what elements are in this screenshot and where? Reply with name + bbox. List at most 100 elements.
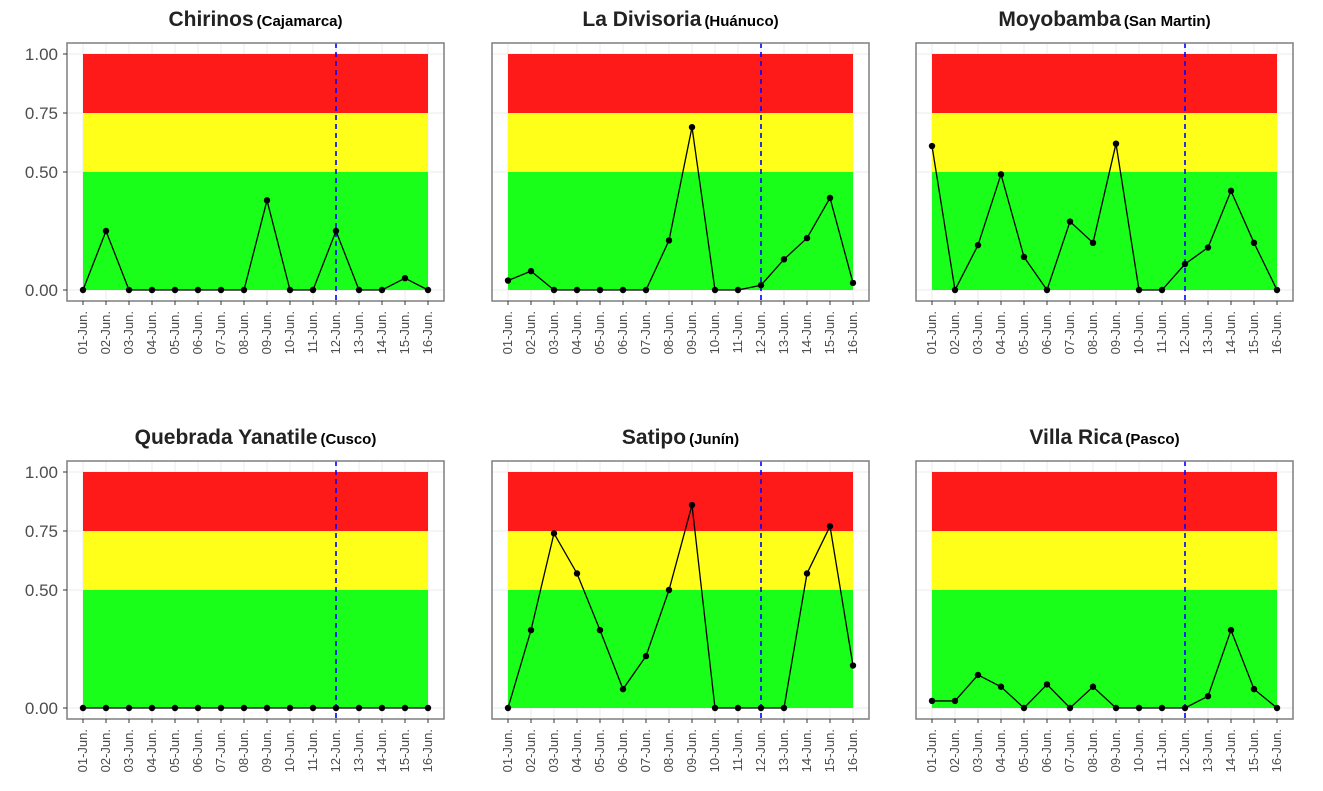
x-tick-label: 05-Jun. bbox=[592, 729, 607, 772]
data-point bbox=[504, 704, 512, 712]
data-point bbox=[665, 586, 673, 594]
x-tick-label: 15-Jun. bbox=[822, 311, 837, 354]
data-point bbox=[148, 286, 156, 294]
data-point bbox=[401, 704, 409, 712]
data-point bbox=[148, 704, 156, 712]
data-point bbox=[711, 286, 719, 294]
x-tick-label: 12-Jun. bbox=[328, 729, 343, 772]
x-tick-label: 01-Jun. bbox=[75, 729, 90, 772]
series-line bbox=[82, 200, 429, 291]
data-point bbox=[619, 286, 627, 294]
x-tick-label: 04-Jun. bbox=[569, 729, 584, 772]
data-point bbox=[1250, 685, 1258, 693]
x-tick-label: 13-Jun. bbox=[776, 311, 791, 354]
data-point bbox=[951, 286, 959, 294]
panel-border bbox=[491, 460, 870, 720]
x-tick-label: 01-Jun. bbox=[924, 311, 939, 354]
x-tick-label: 09-Jun. bbox=[1108, 729, 1123, 772]
x-tick-label: 09-Jun. bbox=[1108, 311, 1123, 354]
data-point bbox=[849, 662, 857, 669]
data-point bbox=[1020, 704, 1028, 712]
data-point bbox=[573, 286, 581, 294]
data-point bbox=[263, 704, 271, 712]
x-tick-label: 03-Jun. bbox=[970, 311, 985, 354]
x-tick-label: 01-Jun. bbox=[924, 729, 939, 772]
data-point bbox=[1043, 286, 1051, 294]
panel-title-main: Villa Rica bbox=[1029, 426, 1122, 449]
x-tick-label: 16-Jun. bbox=[1269, 311, 1284, 354]
data-point bbox=[1181, 260, 1189, 268]
x-tick-label: 15-Jun. bbox=[822, 729, 837, 772]
data-point bbox=[125, 704, 133, 712]
data-point bbox=[194, 704, 202, 712]
x-tick-label: 09-Jun. bbox=[259, 311, 274, 354]
data-point bbox=[550, 286, 558, 294]
data-point bbox=[1273, 286, 1281, 294]
chart-panel: Quebrada Yanatile (Cusco) 0.00 0.50 0.75 1.00… bbox=[25, 426, 445, 772]
data-point bbox=[309, 286, 317, 294]
x-tick-label: 10-Jun. bbox=[282, 729, 297, 772]
panel-title-sub: (Junín) bbox=[689, 431, 739, 448]
band-green bbox=[932, 590, 1277, 708]
panel-title-sub: (Pasco) bbox=[1125, 431, 1179, 448]
x-tick-label: 06-Jun. bbox=[615, 729, 630, 772]
data-point bbox=[688, 123, 696, 131]
x-tick-label: 15-Jun. bbox=[1246, 729, 1261, 772]
data-point bbox=[1181, 704, 1189, 712]
panel-border bbox=[491, 42, 870, 302]
x-tick-label: 14-Jun. bbox=[799, 311, 814, 354]
x-tick-label: 03-Jun. bbox=[121, 729, 136, 772]
data-point bbox=[550, 530, 558, 537]
panel-title: Villa Rica (Pasco) bbox=[1029, 426, 1179, 449]
band-red bbox=[932, 54, 1277, 113]
data-point bbox=[125, 286, 133, 294]
panel-title-sub: (San Martin) bbox=[1124, 13, 1211, 30]
x-tick-label: 10-Jun. bbox=[707, 729, 722, 772]
data-point bbox=[102, 227, 110, 235]
x-tick-label: 09-Jun. bbox=[684, 311, 699, 354]
data-point bbox=[573, 570, 581, 577]
x-tick-label: 12-Jun. bbox=[1177, 729, 1192, 772]
x-tick-label: 05-Jun. bbox=[167, 729, 182, 772]
x-tick-label: 07-Jun. bbox=[1062, 729, 1077, 772]
x-tick-label: 07-Jun. bbox=[638, 311, 653, 354]
x-tick-label: 08-Jun. bbox=[1085, 729, 1100, 772]
data-point bbox=[665, 237, 673, 244]
x-tick-label: 02-Jun. bbox=[98, 729, 113, 772]
x-tick-label: 02-Jun. bbox=[523, 729, 538, 772]
data-point bbox=[757, 282, 765, 289]
panel-title: Moyobamba (San Martin) bbox=[998, 8, 1210, 31]
data-point bbox=[1227, 626, 1235, 634]
x-tick-label: 16-Jun. bbox=[420, 311, 435, 354]
data-point bbox=[997, 683, 1005, 690]
x-tick-label: 06-Jun. bbox=[1039, 311, 1054, 354]
band-yellow bbox=[83, 113, 428, 172]
x-tick-label: 01-Jun. bbox=[500, 729, 515, 772]
chart-panel: Chirinos (Cajamarca) 0.00 0.50 0.75 1.00 01-Ju… bbox=[25, 8, 445, 354]
data-point bbox=[332, 227, 340, 235]
data-point bbox=[240, 286, 248, 294]
data-point bbox=[757, 704, 765, 712]
data-point bbox=[711, 704, 719, 712]
x-tick-label: 02-Jun. bbox=[523, 311, 538, 354]
band-green bbox=[83, 590, 428, 708]
x-tick-label: 15-Jun. bbox=[397, 729, 412, 772]
data-point bbox=[378, 704, 386, 712]
data-point bbox=[1273, 704, 1281, 712]
x-tick-label: 12-Jun. bbox=[328, 311, 343, 354]
y-tick-label: 1.00 bbox=[25, 463, 58, 482]
x-tick-label: 07-Jun. bbox=[638, 729, 653, 772]
x-tick-label: 10-Jun. bbox=[282, 311, 297, 354]
data-point bbox=[928, 697, 936, 705]
x-tick-label: 06-Jun. bbox=[615, 311, 630, 354]
x-tick-label: 07-Jun. bbox=[1062, 311, 1077, 354]
panel-title-main: Chirinos bbox=[168, 8, 253, 31]
data-point bbox=[974, 241, 982, 249]
data-point bbox=[826, 194, 834, 202]
x-tick-label: 05-Jun. bbox=[592, 311, 607, 354]
data-point bbox=[734, 704, 742, 712]
data-point bbox=[1066, 218, 1074, 225]
x-tick-label: 13-Jun. bbox=[351, 729, 366, 772]
series-line bbox=[931, 143, 1278, 293]
band-red bbox=[932, 472, 1277, 531]
